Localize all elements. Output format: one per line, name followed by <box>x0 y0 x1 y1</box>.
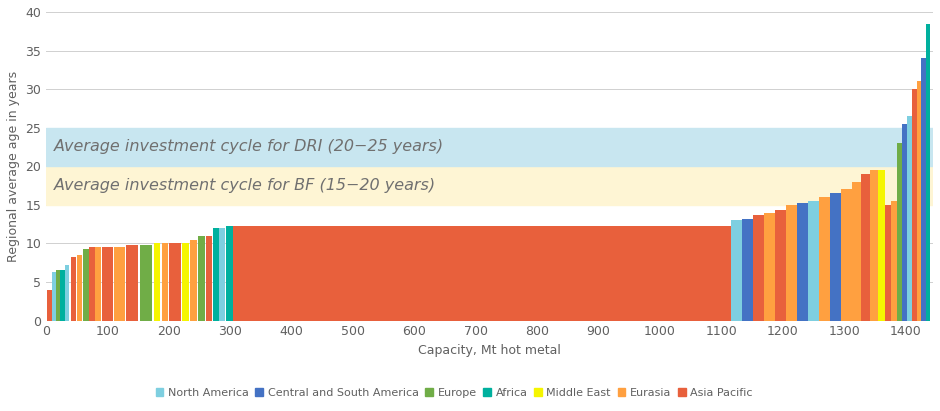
Bar <box>797 203 807 321</box>
Bar <box>907 116 912 321</box>
Bar <box>786 205 797 321</box>
Bar <box>198 236 205 321</box>
Bar <box>898 143 902 321</box>
Bar <box>852 182 861 321</box>
Bar <box>169 243 181 321</box>
Bar <box>46 166 933 205</box>
Bar <box>162 243 167 321</box>
Bar <box>870 170 878 321</box>
Legend: North America, Central and South America, Europe, Africa, Middle East, Eurasia, : North America, Central and South America… <box>156 388 753 398</box>
Bar <box>95 247 101 321</box>
Bar <box>219 228 226 321</box>
Bar <box>153 243 160 321</box>
X-axis label: Capacity, Mt hot metal: Capacity, Mt hot metal <box>418 344 561 357</box>
Bar <box>47 290 52 321</box>
Bar <box>917 81 921 321</box>
Bar <box>730 220 742 321</box>
Bar <box>885 205 891 321</box>
Bar <box>926 23 930 321</box>
Bar <box>841 189 852 321</box>
Bar <box>56 270 60 321</box>
Bar <box>83 249 88 321</box>
Bar <box>70 256 76 321</box>
Bar <box>191 240 196 321</box>
Bar <box>233 226 730 321</box>
Bar <box>807 201 819 321</box>
Bar <box>114 247 125 321</box>
Bar <box>60 270 65 321</box>
Bar <box>52 272 56 321</box>
Bar <box>763 212 775 321</box>
Bar <box>46 128 933 166</box>
Bar <box>902 124 907 321</box>
Text: Average investment cycle for DRI (20−25 years): Average investment cycle for DRI (20−25 … <box>54 139 444 155</box>
Bar <box>65 265 69 321</box>
Text: Average investment cycle for BF (15−20 years): Average investment cycle for BF (15−20 y… <box>54 178 436 193</box>
Bar <box>921 58 926 321</box>
Bar <box>861 174 870 321</box>
Bar <box>830 193 841 321</box>
Bar <box>819 197 830 321</box>
Bar <box>139 245 151 321</box>
Bar <box>878 170 885 321</box>
Bar <box>742 219 753 321</box>
Bar <box>213 228 219 321</box>
Bar <box>753 215 763 321</box>
Bar <box>912 89 917 321</box>
Bar <box>102 247 113 321</box>
Bar <box>226 226 233 321</box>
Y-axis label: Regional average age in years: Regional average age in years <box>7 71 20 262</box>
Bar <box>182 243 189 321</box>
Bar <box>775 210 786 321</box>
Bar <box>126 245 138 321</box>
Bar <box>89 247 95 321</box>
Bar <box>891 201 898 321</box>
Bar <box>206 236 212 321</box>
Bar <box>77 255 83 321</box>
